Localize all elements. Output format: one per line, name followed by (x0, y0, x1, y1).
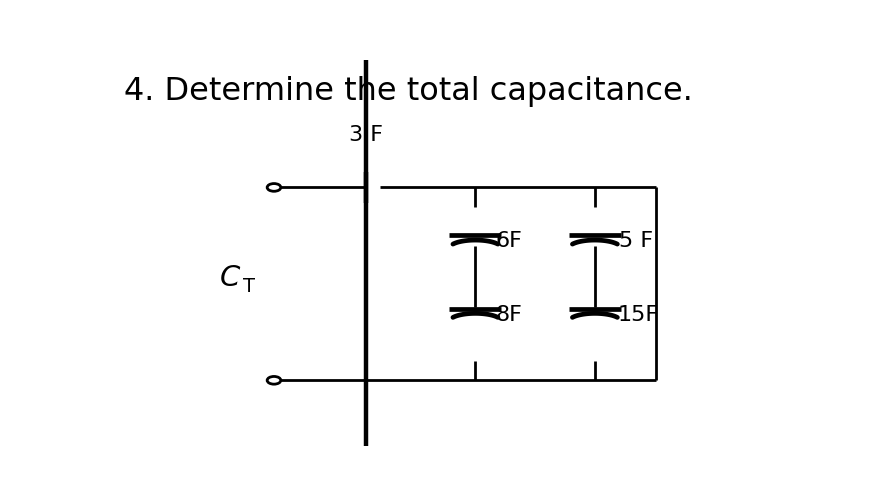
Text: 15F: 15F (618, 305, 659, 325)
Text: 3 F: 3 F (349, 125, 383, 145)
Text: T: T (243, 278, 255, 297)
Text: 4. Determine the total capacitance.: 4. Determine the total capacitance. (123, 76, 692, 107)
Text: 8F: 8F (496, 305, 522, 325)
Text: 5 F: 5 F (618, 231, 653, 252)
Text: C: C (219, 264, 240, 292)
Text: 6F: 6F (496, 231, 522, 252)
